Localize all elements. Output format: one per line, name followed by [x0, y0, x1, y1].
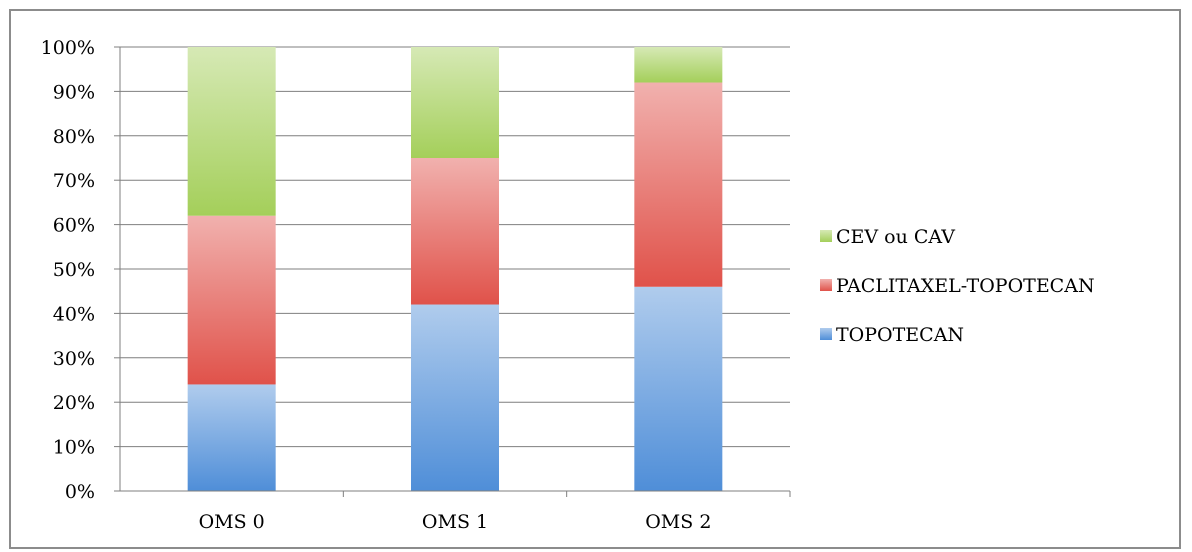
y-tick-label: 80% [53, 126, 95, 148]
bar-segment-cev-ou-cav-oms-0 [187, 47, 276, 216]
bar-segment-cev-ou-cav-oms-2 [634, 47, 723, 83]
y-tick-label: 50% [53, 259, 95, 281]
bar-segment-paclitaxel-topotecan-oms-1 [411, 158, 499, 305]
bars [187, 47, 723, 491]
y-tick-label: 60% [53, 215, 95, 237]
bar-segment-paclitaxel-topotecan-oms-2 [634, 82, 723, 287]
bar-segment-cev-ou-cav-oms-1 [411, 47, 499, 158]
y-tick-label: 90% [53, 81, 95, 103]
legend-swatch [820, 328, 832, 340]
bar-segment-topotecan-oms-1 [411, 304, 499, 491]
y-tick-label: 10% [53, 437, 95, 459]
legend-swatch [820, 230, 832, 242]
legend-label: PACLITAXEL-TOPOTECAN [836, 275, 1095, 297]
axes: 0% 10% 20% 30% 40% 50% 60% 70% 80% 90% 100% OMS 0 OM… [41, 37, 791, 533]
legend-item: CEV ou CAV [820, 226, 955, 248]
y-tick-label: 100% [41, 37, 95, 59]
legend-label: TOPOTECAN [836, 324, 964, 346]
y-tick-label: 70% [53, 170, 95, 192]
legend-swatch [820, 279, 832, 291]
y-tick-label: 20% [53, 392, 95, 414]
legend: CEV ou CAV PACLITAXEL-TOPOTECAN TOPOTECAN [820, 226, 1095, 346]
y-tick-label: 30% [53, 348, 95, 370]
legend-item: TOPOTECAN [820, 324, 964, 346]
x-tick-label: OMS 0 [199, 511, 265, 533]
x-tick-label: OMS 2 [645, 511, 711, 533]
legend-label: CEV ou CAV [836, 226, 955, 248]
bar-segment-topotecan-oms-0 [187, 384, 276, 491]
bar-segment-paclitaxel-topotecan-oms-0 [187, 215, 276, 385]
legend-item: PACLITAXEL-TOPOTECAN [820, 275, 1095, 297]
y-tick-label: 0% [65, 481, 95, 503]
y-tick-label: 40% [53, 303, 95, 325]
x-tick-label: OMS 1 [422, 511, 488, 533]
bar-segment-topotecan-oms-2 [634, 286, 723, 491]
